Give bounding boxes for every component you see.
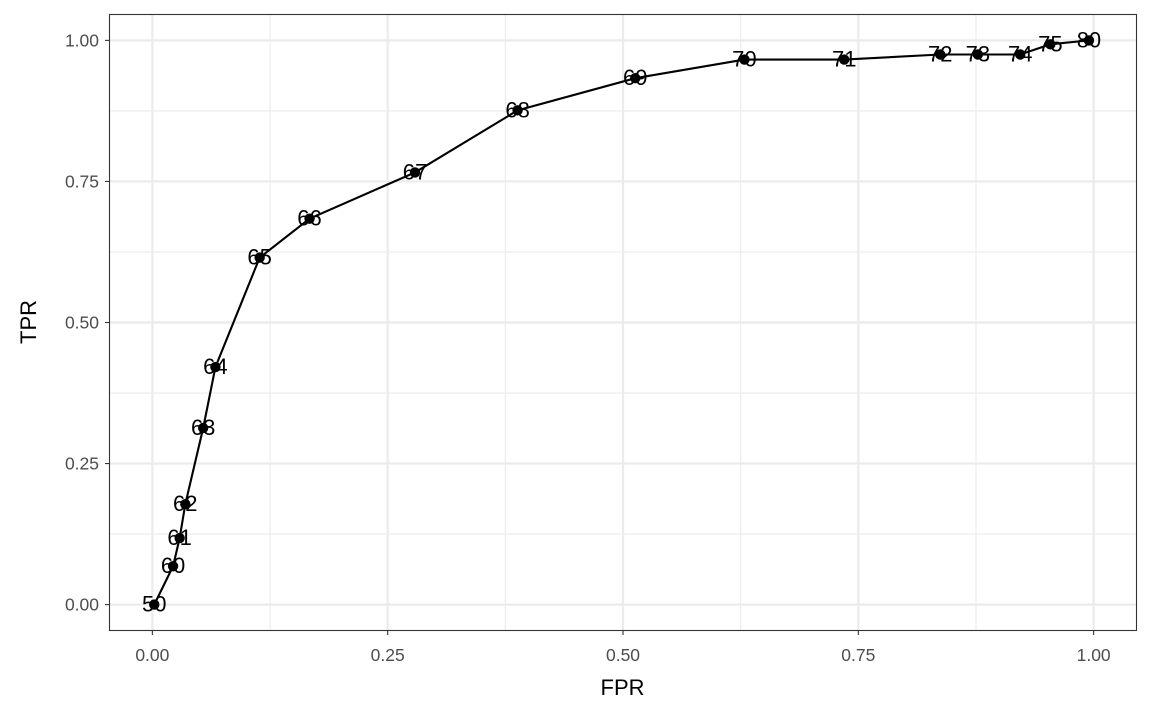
- roc-point: [512, 105, 523, 116]
- x-tick-label: 0.50: [606, 645, 640, 665]
- roc-point: [210, 361, 221, 373]
- y-tick-label: 0.00: [65, 595, 99, 615]
- roc-point: [1045, 39, 1056, 50]
- roc-point-label: 60: [161, 553, 185, 578]
- roc-point-label: 80: [1077, 27, 1101, 52]
- roc-point-label: 65: [247, 245, 271, 270]
- y-tick-label: 1.00: [65, 30, 99, 50]
- roc-point-label: 66: [297, 206, 321, 231]
- series-layer: [149, 35, 1095, 610]
- roc-point-label: 50: [142, 592, 166, 617]
- roc-point: [409, 167, 421, 178]
- roc-curve-line: [153, 39, 1090, 606]
- roc-point-label: 75: [1038, 31, 1062, 56]
- roc-point: [839, 54, 850, 65]
- x-tick-label: 0.00: [135, 645, 169, 665]
- roc-point: [630, 72, 641, 84]
- roc-point-label: 64: [203, 354, 227, 379]
- point-labels-layer: 50 60 61 62 63 64 65 66 67 68 69 70 71 72 73 74 75 80: [142, 27, 1101, 616]
- y-axis-title: TPR: [16, 300, 41, 344]
- roc-point-label: 69: [623, 65, 647, 90]
- y-axis-ticks: 0.00 0.25 0.50 0.75 1.00: [65, 30, 110, 615]
- roc-point-label: 68: [505, 97, 529, 122]
- x-tick-label: 1.00: [1077, 645, 1111, 665]
- roc-point: [149, 599, 160, 610]
- x-tick-label: 0.25: [371, 645, 405, 665]
- major-gridlines: [110, 15, 1136, 630]
- roc-point-label: 63: [191, 415, 215, 440]
- x-tick-label: 0.75: [841, 645, 875, 665]
- roc-point-label: 72: [928, 41, 952, 66]
- x-axis-ticks: 0.00 0.25 0.50 0.75 1.00: [135, 630, 1111, 665]
- roc-point-label: 74: [1008, 41, 1032, 66]
- x-axis-title: FPR: [601, 675, 645, 700]
- roc-point: [167, 561, 179, 572]
- roc-point: [180, 498, 191, 510]
- roc-point: [1015, 49, 1026, 60]
- y-tick-label: 0.50: [65, 313, 99, 333]
- roc-point: [174, 532, 185, 544]
- roc-point-label: 62: [173, 491, 197, 516]
- roc-point: [304, 213, 315, 224]
- roc-point-label: 70: [732, 47, 756, 72]
- roc-point-label: 61: [167, 525, 191, 550]
- roc-point-label: 73: [966, 41, 990, 66]
- roc-point: [1083, 35, 1095, 46]
- roc-point-label: 67: [403, 159, 427, 184]
- roc-point: [254, 252, 265, 263]
- y-tick-label: 0.75: [65, 171, 99, 191]
- roc-point: [972, 49, 984, 60]
- roc-point: [197, 422, 209, 434]
- y-tick-label: 0.25: [65, 454, 99, 474]
- roc-point: [935, 49, 946, 60]
- roc-point: [739, 54, 750, 65]
- roc-point-label: 71: [832, 47, 856, 72]
